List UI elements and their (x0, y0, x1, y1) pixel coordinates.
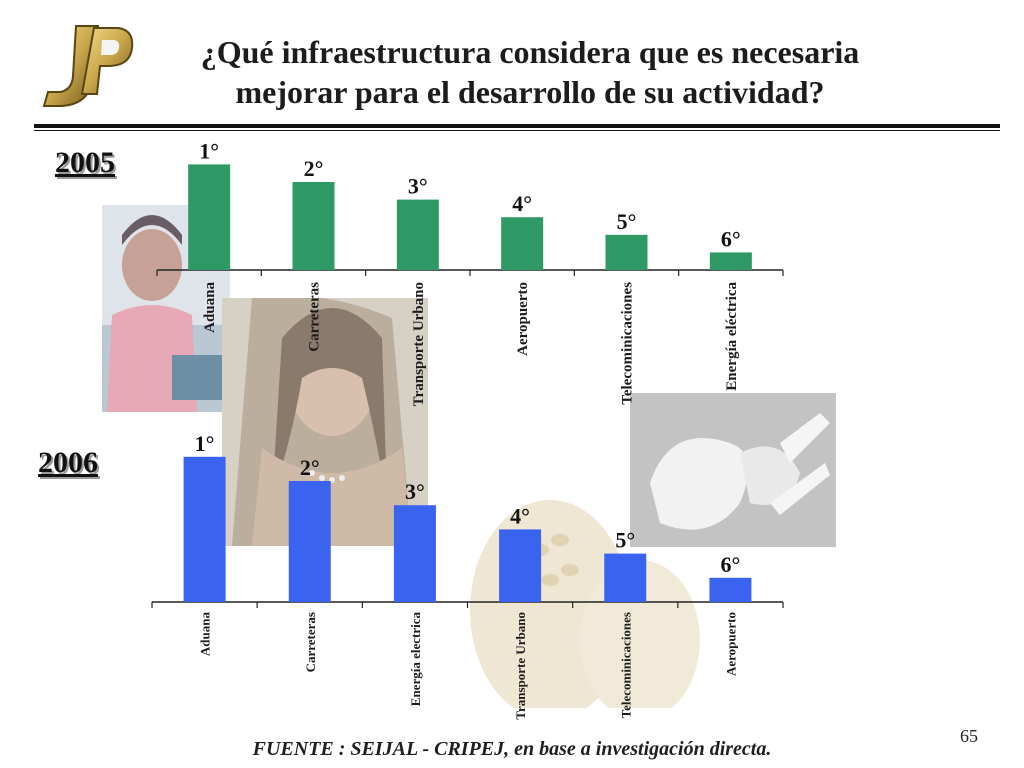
data-label: 2° (300, 455, 320, 480)
category-label: Transporte Urbano (513, 612, 528, 720)
data-label: 6° (721, 552, 741, 577)
title-line-1: ¿Qué infraestructura considera que es ne… (200, 34, 860, 70)
category-label: Transporte Urbano (411, 282, 427, 406)
chart-2006: 1° Aduana 2° Carreteras 3° Energía electrica 4… (151, 431, 784, 720)
bar (188, 164, 231, 270)
data-label: 1° (199, 138, 219, 163)
data-label: 2° (304, 156, 324, 181)
data-label: 5° (617, 209, 637, 234)
category-label: Aeropuerto (515, 282, 531, 356)
category-label: Carreteras (307, 282, 323, 352)
jp-logo (36, 18, 136, 118)
photo-grayscale-right (630, 393, 836, 547)
data-label: 5° (615, 528, 635, 553)
category-label: Energía eléctrica (724, 282, 740, 391)
category-label: Telecominicaciones (618, 612, 633, 718)
category-label: Telecominicaciones (620, 282, 636, 405)
title-line-2: mejorar para el desarrollo de su activid… (235, 74, 825, 110)
category-label: Aduana (198, 612, 213, 657)
data-label: 4° (512, 191, 532, 216)
title-rule-thick (34, 124, 1000, 128)
bar (393, 505, 436, 602)
bar (499, 529, 542, 602)
category-label: Aeropuerto (723, 612, 738, 676)
bar (501, 217, 544, 270)
data-label: 4° (510, 503, 530, 528)
year-label-2006: 2006 (38, 446, 98, 479)
source-note: FUENTE : SEIJAL - CRIPEJ, en base a inve… (252, 738, 772, 760)
slide-title: ¿Qué infraestructura considera que es ne… (150, 32, 910, 112)
bar (709, 577, 752, 602)
category-label: Energía electrica (408, 612, 423, 707)
bar (288, 481, 331, 602)
category-label: Carreteras (303, 612, 318, 672)
data-label: 3° (405, 479, 425, 504)
data-label: 3° (408, 174, 428, 199)
year-label-2005: 2005 (55, 146, 115, 179)
bar (604, 553, 647, 602)
data-label: 1° (195, 431, 215, 456)
bar (396, 199, 439, 270)
page-number: 65 (960, 726, 978, 746)
chart-2005: 1° Aduana 2° Carreteras 3° Transporte Urbano 4… (156, 138, 784, 406)
photo-woman-left (102, 205, 230, 412)
title-rule-thin (34, 130, 1000, 131)
data-label: 6° (721, 226, 741, 251)
category-label: Aduana (202, 282, 218, 333)
bar (183, 456, 226, 602)
bar (605, 234, 648, 270)
bar (292, 182, 335, 270)
bar (709, 252, 752, 270)
